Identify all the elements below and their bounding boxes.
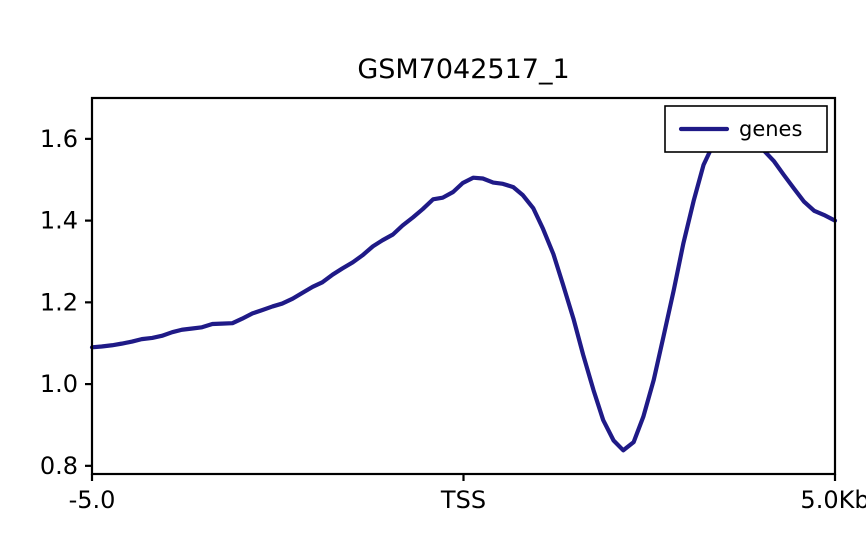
y-tick-label: 1.0: [40, 370, 78, 398]
x-tick-label: TSS: [440, 486, 486, 514]
legend-box: [664, 105, 828, 153]
y-axis-ticks: 0.8 1.0 1.2 1.4 1.6: [40, 125, 92, 480]
plot-background: [92, 98, 835, 474]
y-tick-label: 1.6: [40, 125, 78, 153]
x-tick-label: 5.0Kb: [800, 486, 866, 514]
legend: genes: [664, 105, 828, 153]
y-tick-label: 0.8: [40, 452, 78, 480]
page-title: GSM7042517_1: [357, 54, 569, 85]
plot-area-background: [92, 98, 835, 474]
axes-spines: [90, 96, 837, 476]
y-tick-label: 1.2: [40, 288, 78, 316]
y-tick-label: 1.4: [40, 207, 78, 235]
axes-frame: [90, 96, 837, 476]
x-tick-label: -5.0: [69, 486, 116, 514]
legend-label-genes: genes: [739, 117, 802, 141]
x-axis-ticks: -5.0 TSS 5.0Kb: [69, 474, 866, 514]
